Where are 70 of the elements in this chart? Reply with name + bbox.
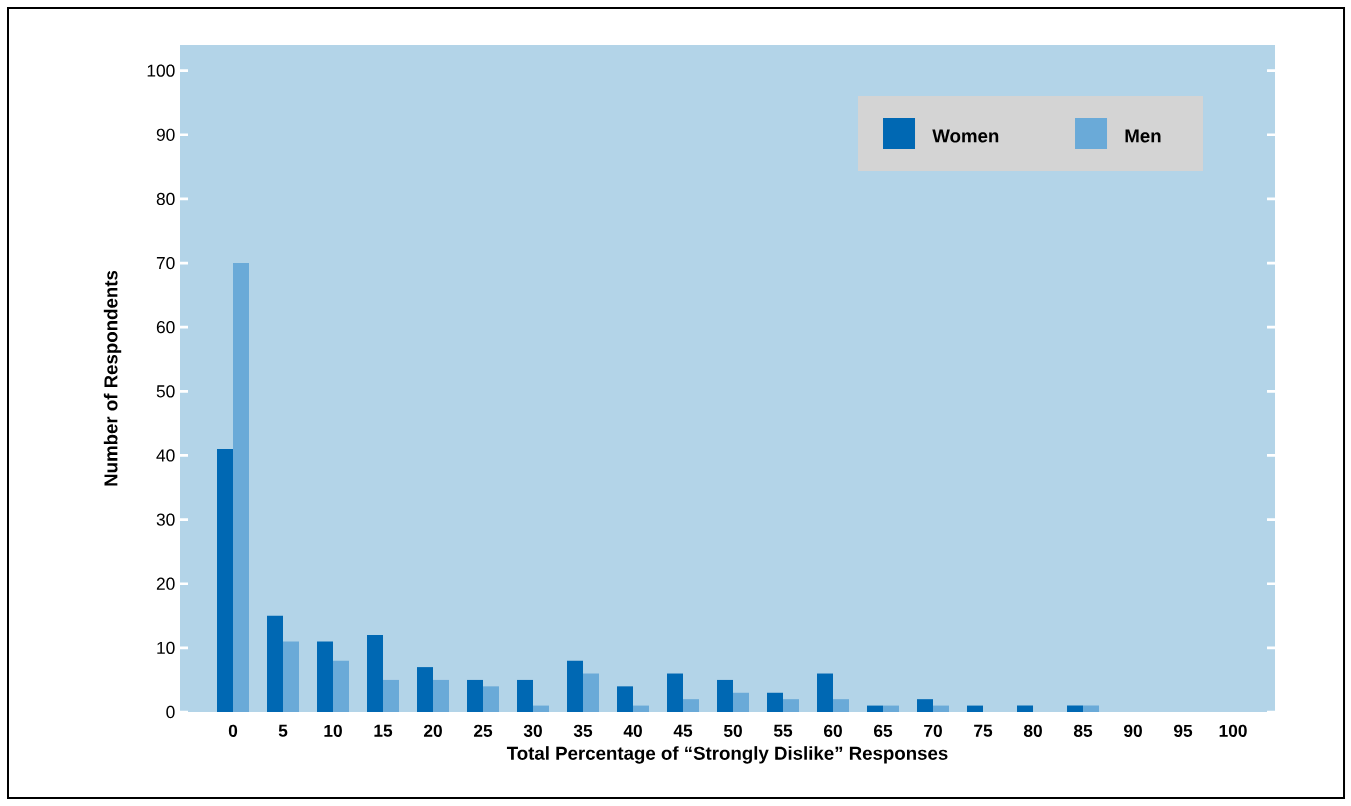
x-tick-label: 60	[824, 724, 842, 737]
bar	[817, 673, 834, 712]
x-tick-label: 100	[1219, 724, 1247, 737]
x-tick-label: 35	[573, 724, 593, 737]
bar	[567, 660, 584, 712]
bar	[967, 705, 984, 712]
bar	[483, 686, 500, 712]
bar	[667, 673, 684, 712]
y-tick-label: 100	[147, 64, 175, 77]
bar	[617, 686, 634, 712]
bar	[767, 692, 784, 712]
x-tick-label: 25	[473, 724, 493, 737]
bar	[317, 641, 333, 712]
bar	[683, 699, 700, 712]
x-tick-label: 15	[374, 724, 393, 737]
bar	[533, 705, 550, 712]
bar	[633, 705, 650, 712]
bar	[333, 660, 349, 712]
y-tick-label: 60	[156, 321, 175, 334]
x-tick-label: 10	[324, 724, 342, 737]
x-tick-label: 20	[423, 724, 442, 737]
bar	[233, 263, 249, 712]
y-tick-label: 70	[156, 256, 175, 270]
bar	[1017, 705, 1034, 712]
bar	[717, 679, 734, 712]
y-axis-title: Number of Respondents	[103, 270, 122, 486]
x-tick-label: 0	[228, 724, 238, 737]
bar	[517, 679, 533, 712]
bar	[1083, 705, 1100, 712]
legend-label: Women	[932, 129, 999, 143]
x-tick-label: 65	[874, 724, 893, 737]
x-tick-label: 50	[723, 724, 742, 737]
y-tick-label: 0	[166, 705, 175, 719]
y-tick-label: 80	[156, 192, 175, 206]
x-tick-label: 70	[924, 724, 942, 737]
bar	[283, 641, 299, 712]
y-tick-label: 90	[156, 128, 175, 141]
bar	[883, 705, 900, 712]
bar	[433, 679, 449, 712]
bar	[417, 667, 434, 712]
bar	[583, 673, 600, 712]
x-tick-label: 95	[1173, 724, 1193, 737]
x-axis-title: Total Percentage of “Strongly Dislike” Responses	[506, 746, 948, 764]
bar	[383, 679, 399, 712]
bar	[783, 699, 800, 712]
legend-label: Men	[1125, 129, 1161, 143]
y-tick-label: 30	[156, 513, 175, 526]
bar	[1067, 705, 1084, 712]
bar	[367, 635, 384, 712]
x-tick-label: 40	[623, 724, 642, 737]
x-tick-label: 55	[773, 724, 793, 737]
bar	[467, 679, 483, 712]
bar	[833, 699, 850, 712]
bar	[933, 705, 950, 712]
x-tick-label: 5	[278, 724, 288, 737]
bar	[917, 699, 934, 712]
bar	[867, 705, 884, 712]
y-tick-label: 50	[156, 385, 175, 398]
y-tick-label: 40	[156, 449, 175, 462]
bar	[217, 449, 233, 712]
y-tick-label: 10	[157, 641, 175, 654]
x-tick-label: 75	[974, 724, 993, 737]
y-tick-label: 20	[156, 577, 175, 590]
bar	[733, 692, 750, 712]
x-tick-label: 80	[1023, 724, 1042, 737]
x-tick-label: 30	[523, 724, 542, 737]
bar	[267, 615, 283, 712]
x-tick-label: 90	[1123, 724, 1142, 737]
x-tick-label: 45	[673, 724, 693, 737]
x-tick-label: 85	[1073, 724, 1093, 737]
